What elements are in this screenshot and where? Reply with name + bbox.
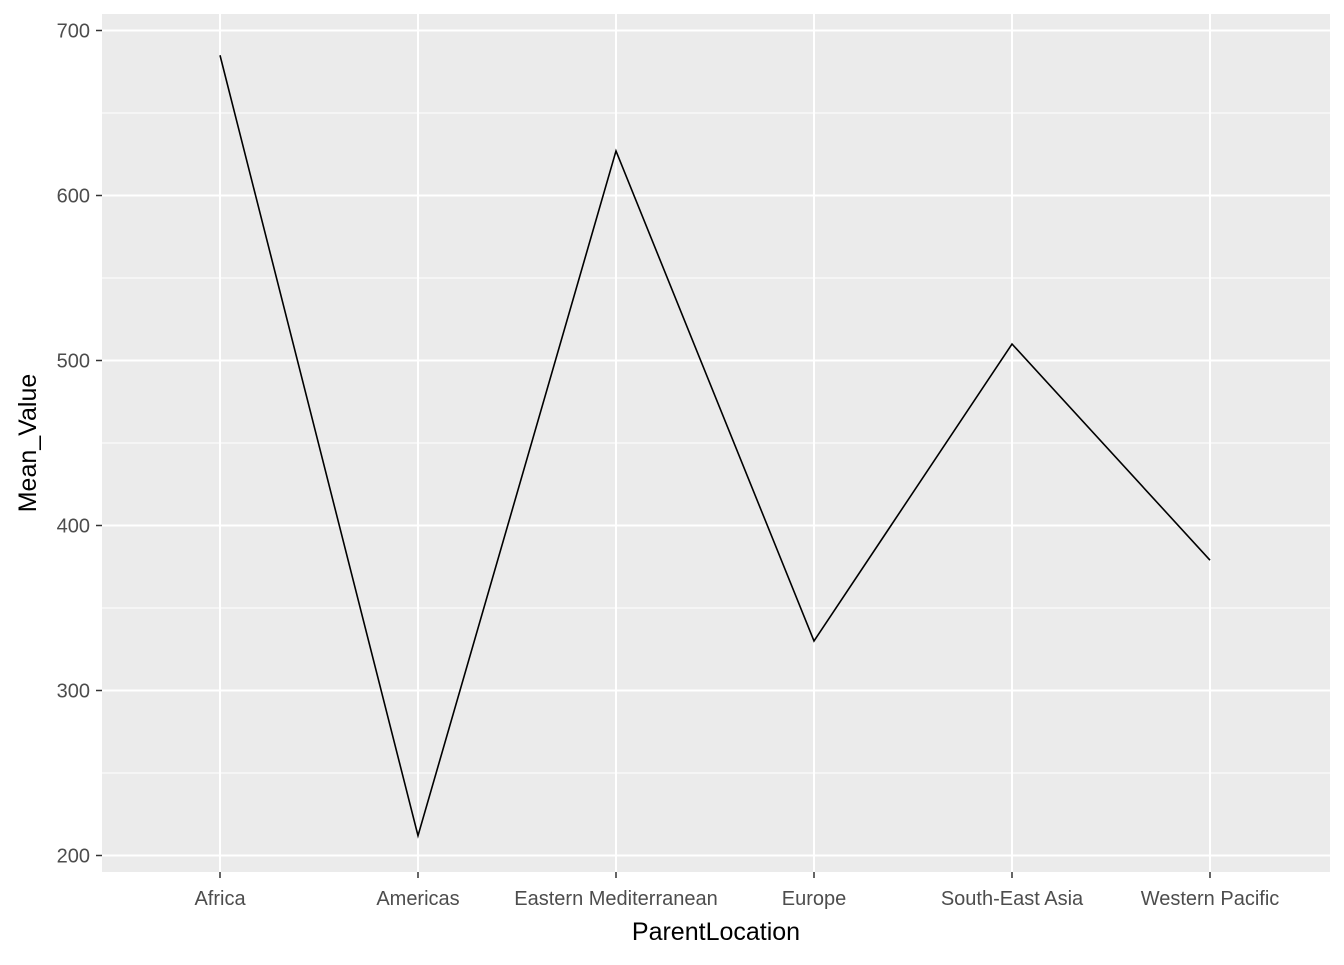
x-tick-label: Western Pacific xyxy=(1141,888,1280,910)
y-axis-title: Mean_Value xyxy=(14,374,42,513)
x-tick-label: Americas xyxy=(376,888,459,910)
x-axis-ticks: Africa Americas Eastern Mediterranean Europ… xyxy=(194,872,1279,910)
y-axis-ticks: 200 300 400 500 600 700 xyxy=(57,21,102,868)
y-tick-label: 600 xyxy=(57,186,90,208)
y-tick-label: 700 xyxy=(57,21,90,43)
y-tick-label: 300 xyxy=(57,681,90,703)
x-tick-label: Eastern Mediterranean xyxy=(514,888,717,910)
x-axis-title: ParentLocation xyxy=(632,918,800,946)
y-tick-label: 200 xyxy=(57,846,90,868)
x-tick-label: Europe xyxy=(782,888,847,910)
x-tick-label: South-East Asia xyxy=(941,888,1084,910)
y-tick-label: 400 xyxy=(57,516,90,538)
y-tick-label: 500 xyxy=(57,351,90,373)
x-tick-label: Africa xyxy=(194,888,246,910)
